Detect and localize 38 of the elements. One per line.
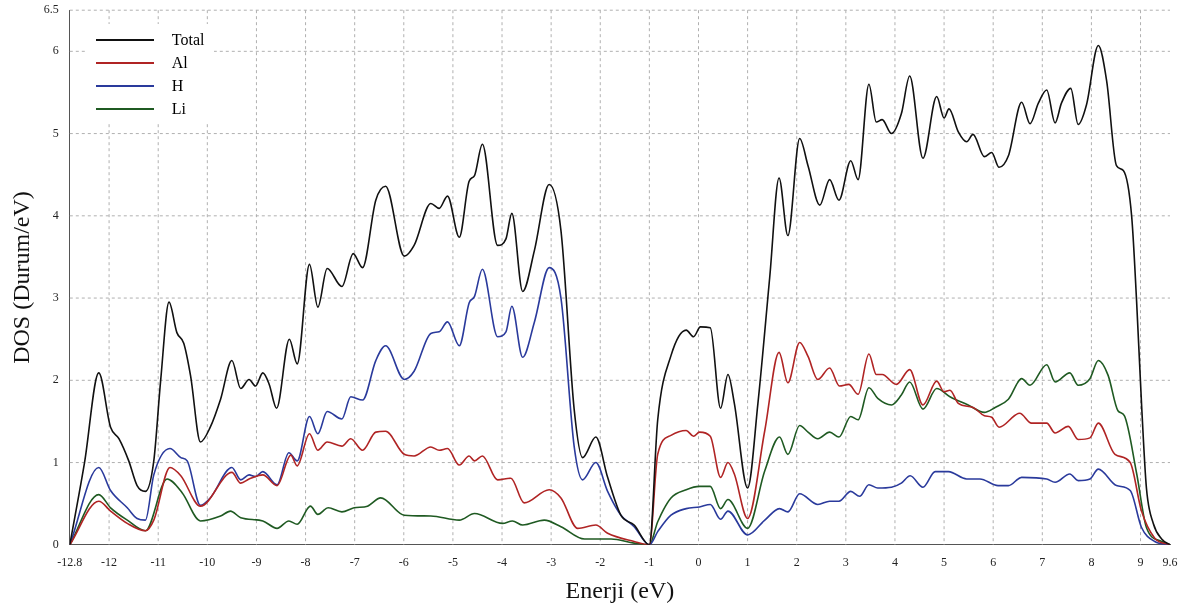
legend-label: Li xyxy=(171,99,187,118)
y-tick-label: 0 xyxy=(52,536,59,551)
x-tick-label: 7 xyxy=(1039,555,1046,570)
x-tick-label: 0 xyxy=(695,555,702,570)
x-tick-label: -6 xyxy=(398,555,409,570)
x-tick-label: 9 xyxy=(1137,555,1144,570)
x-tick-label: 9.6 xyxy=(1162,555,1178,570)
x-tick-label: -5 xyxy=(447,555,458,570)
x-tick-label: -1 xyxy=(644,555,655,570)
x-tick-label: 5 xyxy=(941,555,948,570)
x-tick-label: -10 xyxy=(199,555,216,570)
x-tick-label: -4 xyxy=(497,555,508,570)
x-axis-title: Enerji (eV) xyxy=(565,576,675,603)
y-tick-label: 4 xyxy=(52,207,59,222)
x-tick-label: 3 xyxy=(842,555,849,570)
y-axis-title: DOS (Durum/eV) xyxy=(7,191,34,364)
y-tick-label: 2 xyxy=(52,372,59,387)
x-tick-label: -12.8 xyxy=(57,555,83,570)
x-tick-label: -12 xyxy=(101,555,118,570)
legend-label: Al xyxy=(171,53,188,72)
x-tick-label: -7 xyxy=(349,555,360,570)
x-tick-label: -2 xyxy=(595,555,606,570)
x-tick-label: 8 xyxy=(1088,555,1095,570)
x-tick-label: -11 xyxy=(150,555,166,570)
x-tick-label: -8 xyxy=(300,555,311,570)
x-tick-label: 6 xyxy=(990,555,997,570)
x-tick-label: 2 xyxy=(793,555,800,570)
y-tick-label: 3 xyxy=(52,290,59,305)
x-tick-label: 1 xyxy=(744,555,751,570)
y-tick-label: 6 xyxy=(52,43,59,58)
legend-label: Total xyxy=(171,30,205,49)
y-tick-label: 1 xyxy=(52,454,59,469)
x-tick-label: -3 xyxy=(546,555,557,570)
x-tick-label: 4 xyxy=(891,555,898,570)
legend-label: H xyxy=(171,76,184,95)
x-tick-label: -9 xyxy=(251,555,262,570)
y-tick-label: 6.5 xyxy=(43,2,59,17)
y-tick-label: 5 xyxy=(52,125,59,140)
